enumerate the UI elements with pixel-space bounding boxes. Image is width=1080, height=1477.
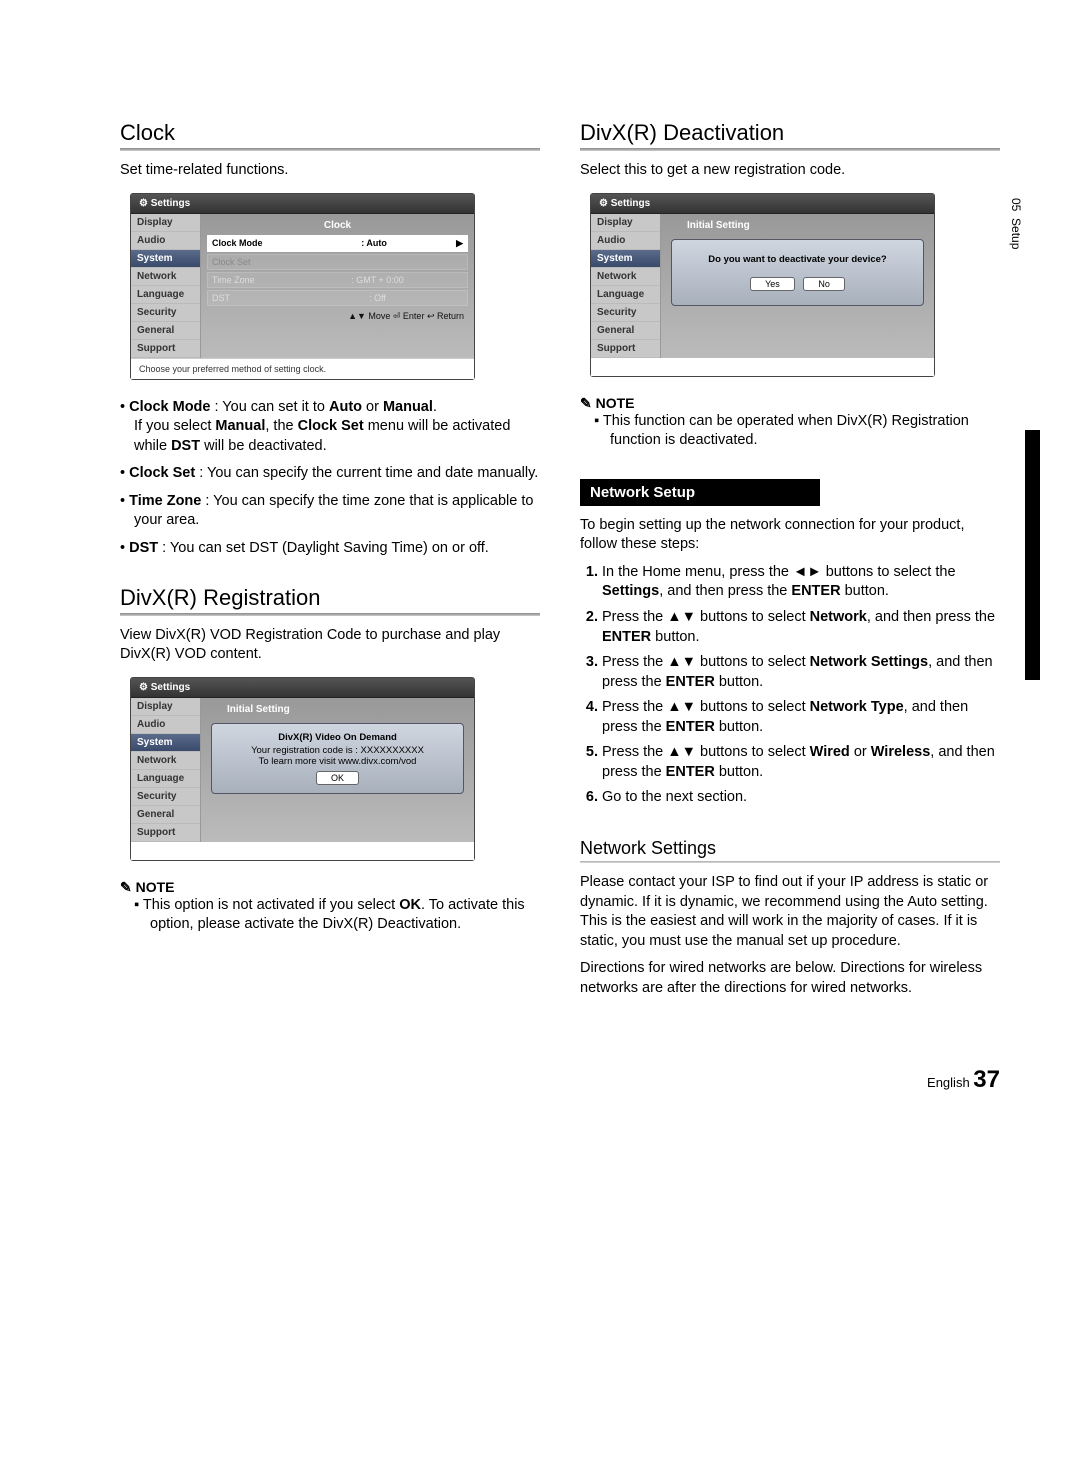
thumb-index-tab: [1025, 430, 1040, 680]
tv-side-item: Support: [131, 340, 200, 358]
bullet-item: DST : You can set DST (Daylight Saving T…: [134, 539, 540, 559]
tv-hint: Choose your preferred method of setting …: [131, 358, 474, 379]
divx-reg-dialog: DivX(R) Video On Demand Your registratio…: [211, 723, 464, 794]
tv-side-item: Audio: [131, 232, 200, 250]
yes-button[interactable]: Yes: [750, 277, 795, 291]
footer-lang: English: [927, 1075, 970, 1090]
no-button[interactable]: No: [803, 277, 845, 291]
network-setup-banner: Network Setup: [580, 479, 820, 506]
tv-side-item: Network: [591, 268, 660, 286]
rule: [580, 861, 1000, 863]
step-item: In the Home menu, press the ◄► buttons t…: [602, 563, 1000, 602]
tv-side-item: Display: [131, 698, 200, 716]
netsettings-p1: Please contact your ISP to find out if y…: [580, 873, 1000, 951]
tv-side-item: Display: [591, 214, 660, 232]
tv-controls: ▲▼ Move ⏎ Enter ↩ Return: [207, 308, 468, 325]
tv-side-item: Network: [131, 268, 200, 286]
note-heading: NOTE: [580, 395, 1000, 412]
chapter-tab: 05 Setup: [1007, 190, 1025, 257]
tv-side-item: Audio: [591, 232, 660, 250]
divx-reg-screenshot: Settings DisplayAudioSystemNetworkLangua…: [130, 677, 475, 861]
tv-setting-row: Clock Set: [207, 254, 468, 270]
tv-side-item: Language: [131, 770, 200, 788]
rule: [120, 613, 540, 616]
divx-reg-intro: View DivX(R) VOD Registration Code to pu…: [120, 626, 540, 665]
divx-deact-intro: Select this to get a new registration co…: [580, 161, 1000, 181]
tv-side-item: Support: [591, 340, 660, 358]
chapter-title: Setup: [1009, 218, 1023, 249]
tv-side-item: Display: [131, 214, 200, 232]
tv-side-item: Security: [131, 304, 200, 322]
tv-panel-title: Initial Setting: [667, 218, 928, 235]
tv-side-item: System: [131, 734, 200, 752]
divx-reg-heading: DivX(R) Registration: [120, 585, 540, 611]
dialog-line: Your registration code is : XXXXXXXXXX: [220, 745, 455, 756]
tv-side-item: Language: [591, 286, 660, 304]
bullet-item: Clock Mode : You can set it to Auto or M…: [134, 398, 540, 457]
tv-side-item: Security: [591, 304, 660, 322]
tv-setting-row: Clock Mode: Auto▶: [207, 235, 468, 252]
tv-side-item: Support: [131, 824, 200, 842]
tv-header: Settings: [591, 194, 934, 214]
dialog-line: To learn more visit www.divx.com/vod: [220, 756, 455, 767]
clock-bullets: Clock Mode : You can set it to Auto or M…: [120, 398, 540, 559]
netsettings-heading: Network Settings: [580, 838, 1000, 859]
page-footer: English 37: [120, 1066, 1000, 1094]
tv-side-item: System: [591, 250, 660, 268]
chapter-num: 05: [1009, 198, 1023, 211]
divx-deact-dialog: Do you want to deactivate your device? Y…: [671, 239, 924, 306]
divx-deact-screenshot: Settings DisplayAudioSystemNetworkLangua…: [590, 193, 935, 377]
tv-side-item: General: [131, 806, 200, 824]
note-item: This option is not activated if you sele…: [150, 896, 540, 935]
tv-header: Settings: [131, 678, 474, 698]
clock-settings-screenshot: Settings DisplayAudioSystemNetworkLangua…: [130, 193, 475, 380]
dialog-question: Do you want to deactivate your device?: [680, 254, 915, 265]
step-item: Press the ▲▼ buttons to select Network, …: [602, 608, 1000, 647]
note-item: This function can be operated when DivX(…: [610, 412, 1000, 451]
tv-side-item: Audio: [131, 716, 200, 734]
netsetup-intro: To begin setting up the network connecti…: [580, 516, 1000, 555]
tv-side-item: General: [591, 322, 660, 340]
page-number: 37: [973, 1066, 1000, 1093]
tv-panel-title: Clock: [207, 218, 468, 235]
note-list: This option is not activated if you sele…: [120, 896, 540, 935]
tv-side-item: Network: [131, 752, 200, 770]
rule: [120, 148, 540, 151]
step-item: Go to the next section.: [602, 788, 1000, 808]
step-item: Press the ▲▼ buttons to select Network S…: [602, 653, 1000, 692]
note-list: This function can be operated when DivX(…: [580, 412, 1000, 451]
netsetup-steps: In the Home menu, press the ◄► buttons t…: [580, 563, 1000, 808]
step-item: Press the ▲▼ buttons to select Wired or …: [602, 743, 1000, 782]
tv-setting-row: Time Zone: GMT + 0:00: [207, 272, 468, 288]
tv-side-item: Security: [131, 788, 200, 806]
divx-deact-heading: DivX(R) Deactivation: [580, 120, 1000, 146]
dialog-title: DivX(R) Video On Demand: [220, 732, 455, 743]
bullet-item: Time Zone : You can specify the time zon…: [134, 492, 540, 531]
tv-side-item: General: [131, 322, 200, 340]
bullet-item: Clock Set : You can specify the current …: [134, 464, 540, 484]
tv-side-item: System: [131, 250, 200, 268]
tv-setting-row: DST: Off: [207, 290, 468, 306]
clock-intro: Set time-related functions.: [120, 161, 540, 181]
tv-header: Settings: [131, 194, 474, 214]
step-item: Press the ▲▼ buttons to select Network T…: [602, 698, 1000, 737]
clock-heading: Clock: [120, 120, 540, 146]
tv-side-item: Language: [131, 286, 200, 304]
note-heading: NOTE: [120, 879, 540, 896]
ok-button[interactable]: OK: [316, 771, 359, 785]
rule: [580, 148, 1000, 151]
netsettings-p2: Directions for wired networks are below.…: [580, 959, 1000, 998]
tv-panel-title: Initial Setting: [207, 702, 468, 719]
